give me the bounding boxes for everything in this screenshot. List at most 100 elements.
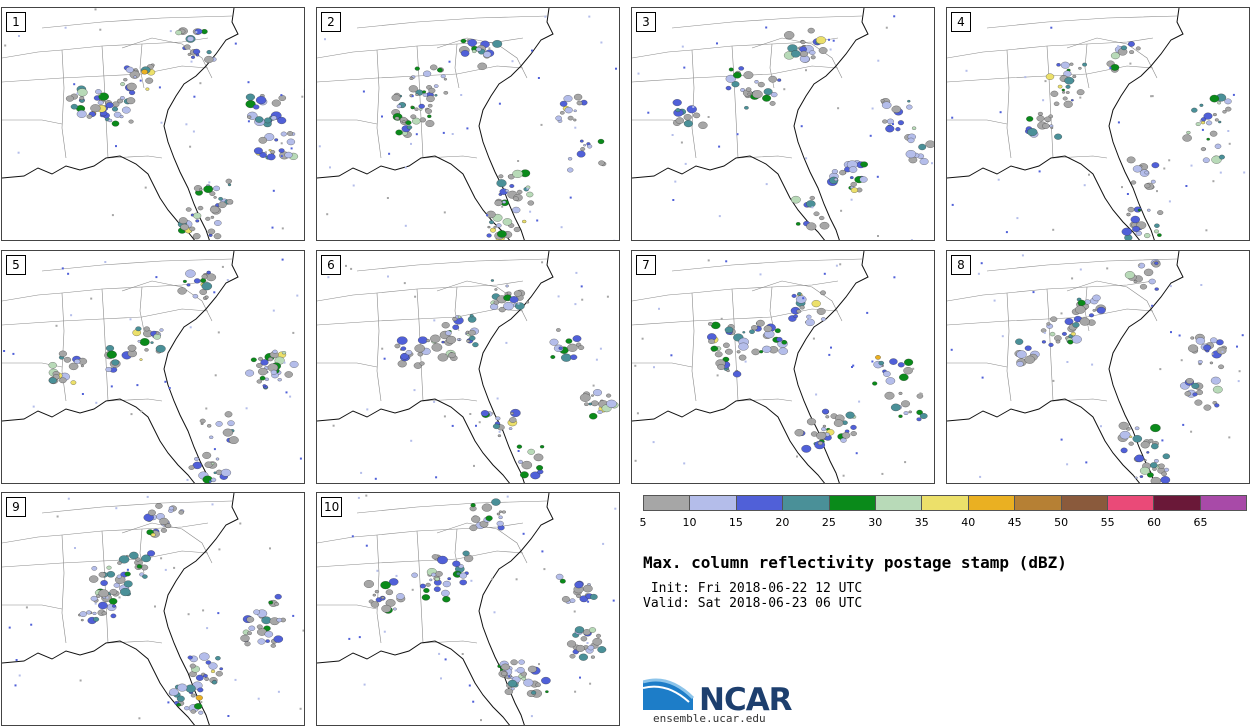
reflectivity-cell (541, 550, 544, 553)
reflectivity-cell (1210, 376, 1221, 385)
reflectivity-cell (906, 104, 913, 110)
reflectivity-cell (227, 183, 232, 187)
reflectivity-cell (850, 181, 857, 187)
reflectivity-cell (586, 642, 589, 644)
postage-stamp-panel[interactable]: 4 (946, 7, 1250, 241)
reflectivity-cell (794, 429, 804, 437)
reflectivity-cell (840, 437, 847, 443)
reflectivity-cell (1201, 128, 1204, 131)
reflectivity-cell (1130, 215, 1140, 224)
reflectivity-cell (736, 350, 741, 354)
reflectivity-cell (837, 107, 840, 110)
state-boundary (1046, 288, 1054, 402)
reflectivity-cell (481, 503, 493, 512)
reflectivity-cell (817, 441, 823, 446)
reflectivity-cell (1037, 111, 1043, 116)
colorbar-swatch (1200, 496, 1247, 510)
reflectivity-cell (980, 262, 983, 265)
reflectivity-cell (106, 596, 109, 599)
reflectivity-cell (430, 64, 438, 71)
postage-stamp-panel[interactable]: 9 (1, 492, 305, 726)
reflectivity-cell (113, 582, 120, 588)
postage-stamp-panel[interactable]: 10 (316, 492, 620, 726)
reflectivity-cell (1096, 306, 1106, 314)
reflectivity-cell (352, 184, 355, 187)
reflectivity-cell (489, 220, 494, 225)
reflectivity-cell (115, 507, 118, 510)
reflectivity-cell (821, 427, 827, 432)
reflectivity-cell (1200, 120, 1206, 125)
reflectivity-cell (159, 328, 164, 332)
reflectivity-map (632, 251, 928, 483)
reflectivity-cell (1144, 170, 1149, 175)
reflectivity-cell (1001, 335, 1004, 338)
reflectivity-cell (118, 596, 121, 599)
reflectivity-cell (1194, 399, 1203, 406)
reflectivity-cell (205, 407, 208, 410)
postage-stamp-panel[interactable]: 6 (316, 250, 620, 484)
reflectivity-cell (1150, 95, 1153, 98)
reflectivity-cell (188, 465, 195, 470)
reflectivity-cell (265, 639, 270, 643)
reflectivity-cell (437, 67, 443, 73)
state-boundary (376, 49, 382, 159)
reflectivity-cell (1206, 137, 1210, 141)
reflectivity-cell (139, 338, 150, 346)
reflectivity-cell (575, 271, 578, 274)
reflectivity-cell (148, 509, 156, 516)
postage-stamp-panel[interactable]: 2 (316, 7, 620, 241)
reflectivity-cell (490, 279, 495, 282)
postage-stamp-panel[interactable]: 5 (1, 250, 305, 484)
reflectivity-cell (472, 49, 477, 54)
reflectivity-cell (404, 166, 407, 169)
reflectivity-cell (227, 715, 230, 717)
postage-stamp-panel[interactable]: 1 (1, 7, 305, 241)
reflectivity-cell (478, 421, 481, 424)
reflectivity-cell (205, 216, 211, 221)
postage-stamp-panel[interactable]: 7 (631, 250, 935, 484)
reflectivity-cell (652, 441, 655, 444)
reflectivity-cell (1211, 352, 1214, 355)
reflectivity-cell (672, 199, 675, 201)
reflectivity-cell (260, 359, 269, 366)
reflectivity-cell (189, 145, 192, 148)
postage-stamp-panel[interactable]: 3 (631, 7, 935, 241)
reflectivity-cell (1135, 46, 1141, 51)
reflectivity-cell (497, 434, 502, 438)
reflectivity-cell (592, 384, 595, 387)
state-boundary (139, 43, 145, 89)
reflectivity-cell (472, 342, 479, 348)
reflectivity-cell (185, 207, 192, 212)
reflectivity-cell (698, 121, 708, 129)
reflectivity-cell (110, 366, 113, 368)
reflectivity-cell (1126, 156, 1136, 164)
reflectivity-cell (693, 112, 701, 119)
reflectivity-cell (840, 209, 843, 212)
reflectivity-cell (226, 279, 229, 281)
reflectivity-cell (882, 119, 888, 124)
reflectivity-cell (885, 377, 896, 385)
reflectivity-cell (400, 346, 407, 351)
reflectivity-cell (572, 335, 582, 342)
reflectivity-cell (1143, 268, 1154, 277)
reflectivity-cell (756, 319, 765, 327)
reflectivity-cell (541, 676, 551, 685)
reflectivity-cell (751, 348, 760, 356)
reflectivity-cell (200, 278, 207, 283)
postage-stamp-panel[interactable]: 8 (946, 250, 1250, 484)
reflectivity-cell (253, 609, 260, 615)
ensemble-url[interactable]: ensemble.ucar.edu (653, 712, 766, 725)
reflectivity-cell (68, 362, 79, 371)
reflectivity-cell (488, 47, 491, 50)
reflectivity-cell (877, 235, 879, 237)
state-boundary (107, 398, 163, 402)
reflectivity-cell (828, 353, 831, 356)
reflectivity-cell (533, 453, 544, 462)
reflectivity-cell (257, 697, 260, 700)
reflectivity-cell (716, 42, 718, 45)
reflectivity-cell (806, 418, 817, 426)
reflectivity-cell (1042, 99, 1045, 102)
reflectivity-cell (215, 670, 223, 677)
reflectivity-cell (4, 44, 7, 47)
reflectivity-cell (815, 393, 818, 396)
